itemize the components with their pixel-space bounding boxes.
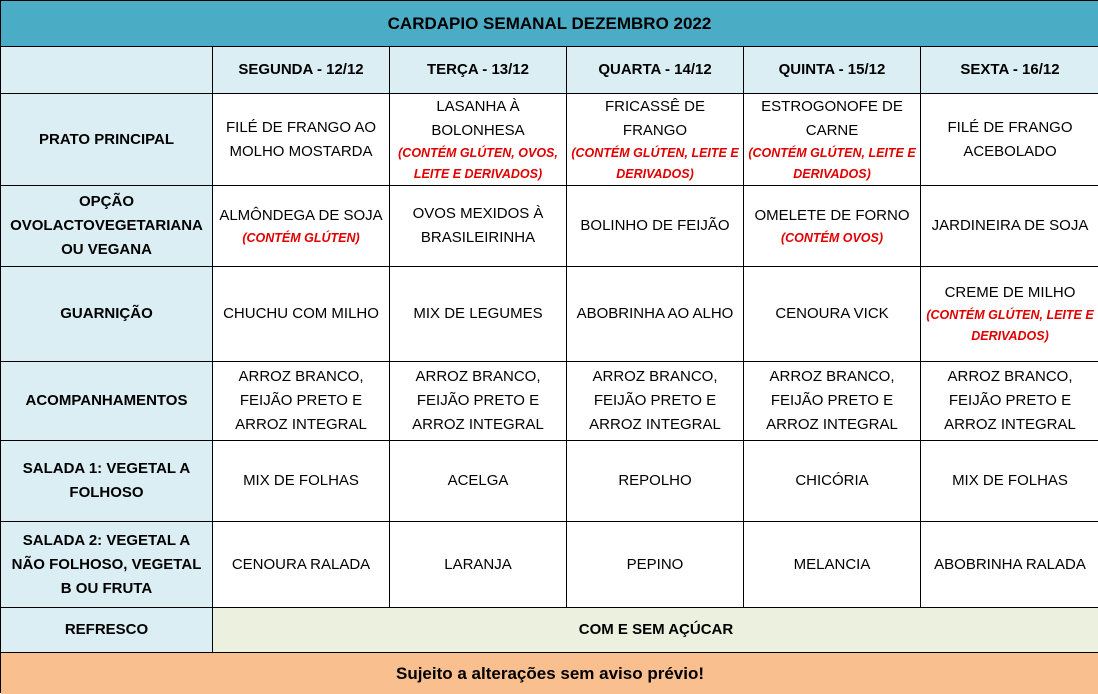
menu-cell: LARANJA — [390, 522, 567, 608]
dish-name: JARDINEIRA DE SOJA — [931, 217, 1089, 234]
dish-name: CHUCHU COM MILHO — [223, 305, 379, 322]
menu-cell: ACELGA — [390, 441, 567, 522]
menu-cell: ALMÔNDEGA DE SOJA (CONTÉM GLÚTEN) — [213, 186, 390, 267]
dish-name: OMELETE DE FORNO — [754, 206, 910, 224]
dish-name: LASANHA À BOLONHESA — [431, 97, 525, 139]
dish-name: ARROZ BRANCO, FEIJÃO PRETO E ARROZ INTEG… — [766, 368, 898, 433]
day-header: QUINTA - 15/12 — [744, 47, 921, 94]
row-label: SALADA 2: VEGETAL A NÃO FOLHOSO, VEGETAL… — [1, 522, 213, 608]
menu-cell: BOLINHO DE FEIJÃO — [567, 186, 744, 267]
dish-name: CHICÓRIA — [795, 472, 869, 489]
menu-cell: OMELETE DE FORNO (CONTÉM OVOS) — [744, 186, 921, 267]
menu-cell: FILÉ DE FRANGO AO MOLHO MOSTARDA — [213, 94, 390, 186]
allergen-note: (CONTÉM GLÚTEN, LEITE E DERIVADOS) — [926, 308, 1094, 343]
day-header: SEGUNDA - 12/12 — [213, 47, 390, 94]
dish-name: ARROZ BRANCO, FEIJÃO PRETO E ARROZ INTEG… — [235, 368, 367, 433]
menu-cell: MIX DE FOLHAS — [921, 441, 1098, 522]
allergen-note: (CONTÉM OVOS) — [780, 230, 884, 245]
menu-cell: ARROZ BRANCO, FEIJÃO PRETO E ARROZ INTEG… — [744, 362, 921, 441]
day-header: QUARTA - 14/12 — [567, 47, 744, 94]
menu-cell: ARROZ BRANCO, FEIJÃO PRETO E ARROZ INTEG… — [213, 362, 390, 441]
menu-cell: MIX DE LEGUMES — [390, 267, 567, 362]
dish-name: ARROZ BRANCO, FEIJÃO PRETO E ARROZ INTEG… — [589, 368, 721, 433]
dish-name: BOLINHO DE FEIJÃO — [580, 217, 730, 234]
menu-title: CARDAPIO SEMANAL DEZEMBRO 2022 — [1, 1, 1098, 47]
corner-cell — [1, 47, 213, 94]
allergen-note: (CONTÉM GLÚTEN, LEITE E DERIVADOS) — [571, 145, 739, 181]
row-label: ACOMPANHAMENTOS — [1, 362, 213, 441]
dish-name: FILÉ DE FRANGO AO MOLHO MOSTARDA — [225, 118, 377, 160]
dish-name: MIX DE LEGUMES — [413, 305, 543, 322]
row-label: SALADA 1: VEGETAL A FOLHOSO — [1, 441, 213, 522]
dish-name: ESTROGONOFE DE CARNE — [761, 97, 903, 139]
day-header: SEXTA - 16/12 — [921, 47, 1098, 94]
dish-name: FILÉ DE FRANGO ACEBOLADO — [947, 118, 1073, 160]
menu-cell: CENOURA VICK — [744, 267, 921, 362]
menu-cell: ARROZ BRANCO, FEIJÃO PRETO E ARROZ INTEG… — [921, 362, 1098, 441]
dish-name: ABOBRINHA RALADA — [934, 555, 1086, 573]
dish-name: ACELGA — [447, 472, 509, 489]
menu-cell: LASANHA À BOLONHESA (CONTÉM GLÚTEN, OVOS,… — [390, 94, 567, 186]
menu-cell: PEPINO — [567, 522, 744, 608]
menu-cell: OVOS MEXIDOS À BRASILEIRINHA — [390, 186, 567, 267]
menu-cell: REPOLHO — [567, 441, 744, 522]
row-label: OPÇÃO OVOLACTOVEGETARIANA OU VEGANA — [1, 186, 213, 267]
dish-name: PEPINO — [626, 555, 684, 573]
menu-cell: CHICÓRIA — [744, 441, 921, 522]
day-header: TERÇA - 13/12 — [390, 47, 567, 94]
menu-cell: MELANCIA — [744, 522, 921, 608]
dish-name: MIX DE FOLHAS — [952, 472, 1068, 489]
menu-cell: ARROZ BRANCO, FEIJÃO PRETO E ARROZ INTEG… — [567, 362, 744, 441]
menu-cell: MIX DE FOLHAS — [213, 441, 390, 522]
row-label: GUARNIÇÃO — [1, 267, 213, 362]
row-label: PRATO PRINCIPAL — [1, 94, 213, 186]
dish-name: ABOBRINHA AO ALHO — [576, 305, 734, 322]
dish-name: MIX DE FOLHAS — [243, 472, 359, 489]
dish-name: CREME DE MILHO — [944, 284, 1076, 301]
menu-cell: CENOURA RALADA — [213, 522, 390, 608]
menu-cell: FRICASSÊ DE FRANGO (CONTÉM GLÚTEN, LEITE … — [567, 94, 744, 186]
dish-name: CENOURA VICK — [775, 305, 889, 322]
allergen-note: (CONTÉM GLÚTEN, LEITE E DERIVADOS) — [748, 145, 916, 181]
dish-name: FRICASSÊ DE FRANGO — [604, 97, 706, 139]
dish-name: ARROZ BRANCO, FEIJÃO PRETO E ARROZ INTEG… — [412, 368, 544, 433]
menu-cell: CREME DE MILHO (CONTÉM GLÚTEN, LEITE E DE… — [921, 267, 1098, 362]
menu-cell: CHUCHU COM MILHO — [213, 267, 390, 362]
footer-notice: Sujeito a alterações sem aviso prévio! — [1, 653, 1098, 694]
dish-name: MELANCIA — [793, 555, 871, 573]
menu-cell: FILÉ DE FRANGO ACEBOLADO — [921, 94, 1098, 186]
refresco-label: REFRESCO — [1, 608, 213, 653]
menu-cell: ABOBRINHA RALADA — [921, 522, 1098, 608]
menu-cell: JARDINEIRA DE SOJA — [921, 186, 1098, 267]
dish-name: CENOURA RALADA — [231, 555, 371, 573]
dish-name: ARROZ BRANCO, FEIJÃO PRETO E ARROZ INTEG… — [944, 368, 1076, 433]
dish-name: OVOS MEXIDOS À BRASILEIRINHA — [412, 205, 544, 246]
dish-name: REPOLHO — [618, 472, 692, 489]
dish-name: LARANJA — [444, 555, 512, 573]
allergen-note: (CONTÉM GLÚTEN) — [242, 230, 360, 245]
menu-cell: ESTROGONOFE DE CARNE (CONTÉM GLÚTEN, LEIT… — [744, 94, 921, 186]
menu-cell: ABOBRINHA AO ALHO — [567, 267, 744, 362]
refresco-value: COM E SEM AÇÚCAR — [213, 608, 1098, 653]
menu-cell: ARROZ BRANCO, FEIJÃO PRETO E ARROZ INTEG… — [390, 362, 567, 441]
dish-name: ALMÔNDEGA DE SOJA — [219, 206, 383, 224]
allergen-note: (CONTÉM GLÚTEN, OVOS, LEITE E DERIVADOS) — [398, 145, 558, 181]
